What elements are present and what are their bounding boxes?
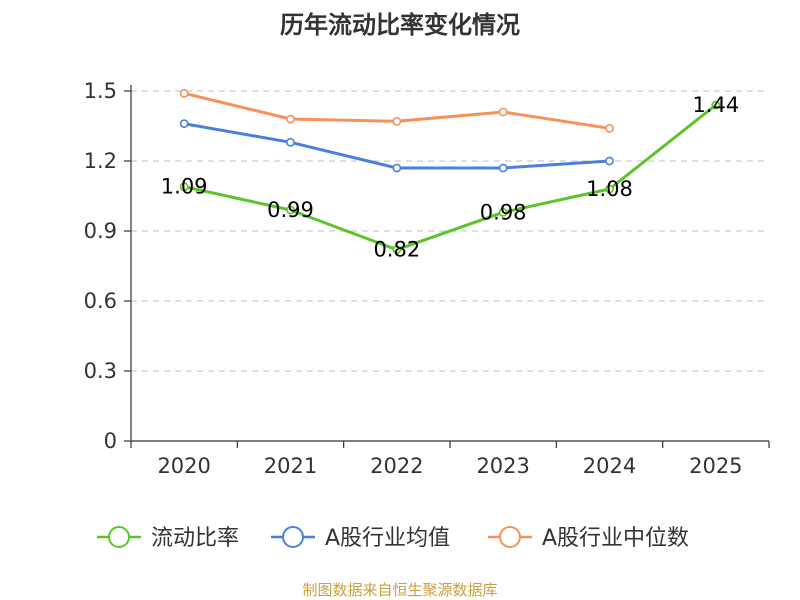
legend-label: A股行业均值: [325, 526, 450, 551]
legend-label: A股行业中位数: [542, 526, 689, 551]
data-label: 0.99: [267, 198, 314, 222]
legend-marker: [282, 526, 304, 548]
x-tick-label: 2021: [264, 454, 317, 478]
data-point: [392, 163, 402, 173]
data-point: [179, 88, 189, 98]
data-point: [605, 184, 614, 194]
series-0: [179, 100, 721, 255]
series-layer: [179, 88, 721, 255]
data-point: [179, 182, 189, 192]
data-point: [392, 116, 402, 126]
series-2: [179, 88, 614, 133]
x-tick-label: 2024: [583, 454, 636, 478]
y-tick-label: 1.5: [84, 79, 117, 103]
data-point: [605, 123, 614, 133]
data-point: [286, 205, 295, 215]
data-label: 1.44: [692, 93, 739, 117]
data-point: [711, 100, 721, 110]
x-tick-label: 2025: [689, 454, 742, 478]
legend-marker: [108, 526, 130, 548]
y-tick-label: 0.6: [84, 289, 117, 313]
data-label: 1.09: [161, 175, 208, 199]
legend-item-0[interactable]: 流动比率: [97, 526, 239, 551]
x-tick-label: 2022: [370, 454, 423, 478]
series-line-0: [183, 103, 717, 252]
chart-title: 历年流动比率变化情况: [280, 11, 520, 39]
y-tick-label: 0: [104, 429, 117, 453]
legend-item-2[interactable]: A股行业中位数: [488, 526, 689, 551]
data-point: [286, 114, 295, 124]
x-tick-label: 2023: [476, 454, 529, 478]
axes: 0 0.3 0.6 0.9 1.2 1.5 2020 2021 2022 2023 2024 2025: [84, 79, 770, 478]
data-label: 0.82: [373, 238, 420, 262]
y-tick-label: 0.3: [84, 359, 117, 383]
data-point: [498, 107, 508, 117]
x-tick-label: 2020: [157, 454, 210, 478]
legend[interactable]: 流动比率 A股行业均值 A股行业中位数: [97, 526, 689, 551]
legend-label: 流动比率: [151, 526, 239, 551]
data-point: [286, 137, 295, 147]
data-point: [392, 245, 402, 255]
data-labels: 1.09 0.99 0.82 0.98 1.08 1.44: [161, 93, 739, 262]
data-point: [605, 156, 614, 166]
data-label: 0.98: [480, 200, 527, 224]
y-tick-label: 1.2: [84, 149, 117, 173]
source-note: 制图数据来自恒生聚源数据库: [302, 581, 497, 599]
data-point: [179, 119, 189, 129]
data-point: [498, 207, 508, 217]
series-1: [179, 119, 614, 173]
data-label: 1.08: [586, 177, 633, 201]
legend-marker: [499, 526, 521, 548]
y-tick-label: 0.9: [84, 219, 117, 243]
data-point: [498, 163, 508, 173]
legend-item-1[interactable]: A股行业均值: [271, 526, 450, 551]
